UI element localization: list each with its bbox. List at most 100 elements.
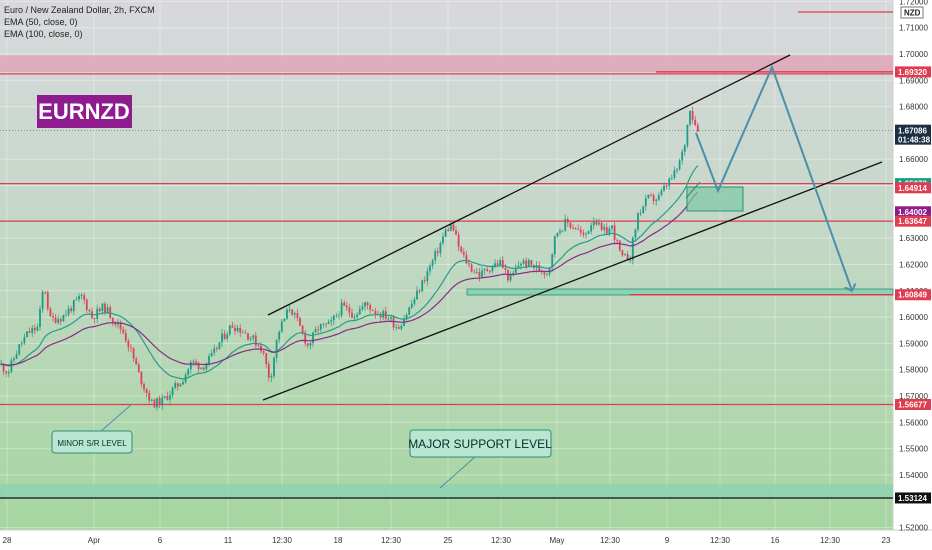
candle-body — [546, 273, 548, 275]
tag-lower-text: 1.60849 — [898, 291, 927, 300]
candle-body — [182, 382, 184, 385]
candle-body — [143, 384, 145, 390]
projection-path — [695, 64, 852, 291]
candle-body — [208, 356, 210, 364]
candle-body — [434, 251, 437, 261]
candle-body — [611, 225, 613, 229]
candle-body — [403, 319, 405, 326]
tag-currency-text: NZD — [904, 9, 921, 18]
candle-body — [330, 320, 333, 322]
legend-ema100[interactable]: EMA (100, close, 0) — [4, 29, 83, 39]
candle-body — [551, 254, 554, 268]
candle-body — [361, 306, 364, 310]
candle-body — [122, 329, 125, 333]
candle-body — [696, 125, 699, 132]
candle-body — [556, 232, 559, 237]
candle-body — [663, 185, 665, 191]
candle-body — [80, 295, 83, 296]
candle-body — [478, 272, 481, 277]
time-tick-label: 16 — [771, 536, 780, 545]
time-tick-label: 12:30 — [272, 536, 293, 545]
candle-body — [447, 229, 450, 231]
price-tick-label: 1.68000 — [899, 103, 928, 112]
candle-body — [67, 308, 70, 315]
candle-body — [104, 303, 106, 313]
candle-body — [553, 236, 556, 255]
candle-body — [28, 331, 31, 333]
candle-body — [189, 361, 192, 370]
candle-body — [678, 160, 681, 170]
candle-body — [366, 302, 369, 306]
candle-body — [400, 325, 403, 329]
candle-body — [548, 267, 551, 274]
time-tick-label: May — [549, 536, 564, 545]
tag-mid-magenta-text: 1.64002 — [898, 208, 927, 217]
candle-body — [130, 347, 132, 349]
major-support-zone — [0, 484, 893, 499]
candle-body — [351, 312, 353, 318]
candle-body — [429, 265, 431, 272]
symbol-badge-text: EURNZD — [38, 99, 130, 124]
candle-body — [213, 348, 216, 353]
time-tick-label: 28 — [3, 536, 12, 545]
candle-body — [572, 227, 574, 229]
retest-zone-connector — [685, 181, 701, 199]
candle-body — [148, 392, 151, 401]
time-tick-label: 25 — [444, 536, 453, 545]
candle-body — [694, 119, 697, 126]
candle-body — [561, 230, 564, 232]
candle-body — [465, 254, 468, 264]
candle-body — [587, 231, 590, 234]
candle-body — [161, 397, 164, 406]
candle-body — [301, 325, 304, 333]
candle-body — [312, 332, 314, 344]
candle-body — [283, 318, 286, 322]
major-callout-box — [409, 429, 552, 458]
tag-upper-pink-bg — [895, 182, 931, 194]
candle-body — [527, 260, 530, 267]
horizontal-levels — [0, 11, 893, 499]
candle-body — [174, 383, 177, 388]
candle-body — [423, 280, 426, 282]
candle-body — [660, 190, 663, 195]
price-tick-label: 1.59000 — [899, 339, 928, 348]
candle-body — [392, 317, 395, 328]
tag-currency-bg — [900, 6, 924, 19]
candle-body — [210, 352, 213, 357]
candle-body — [686, 124, 689, 146]
candle-body — [13, 358, 15, 361]
price-tick-label: 1.62000 — [899, 260, 928, 269]
candle-body — [163, 396, 166, 398]
price-axis[interactable] — [893, 0, 932, 530]
candle-body — [332, 315, 335, 321]
candle-body — [111, 317, 114, 322]
candle-body — [262, 351, 265, 353]
legend-ema50[interactable]: EMA (50, close, 0) — [4, 17, 78, 27]
candle-body — [681, 151, 684, 161]
legend-symbol[interactable]: Euro / New Zealand Dollar, 2h, FXCM — [4, 5, 155, 15]
projection-arrow — [695, 64, 852, 291]
price-tick-label: 1.57000 — [899, 392, 928, 401]
candle-body — [582, 232, 585, 235]
tag-mid-text: 1.63647 — [898, 217, 927, 226]
candle-body — [215, 348, 218, 350]
candle-body — [408, 307, 411, 315]
candle-body — [46, 292, 49, 309]
price-tick-label: 1.70000 — [899, 50, 928, 59]
candle-body — [202, 367, 205, 370]
candle-body — [291, 309, 294, 315]
candle-body — [325, 323, 327, 325]
candle-body — [657, 194, 660, 200]
candle-body — [543, 272, 546, 275]
time-tick-label: 12:30 — [710, 536, 731, 545]
candle-body — [647, 194, 650, 199]
time-tick-label: 11 — [224, 536, 233, 545]
zones — [0, 55, 894, 499]
candle-body — [650, 194, 652, 196]
candle-body — [449, 224, 452, 231]
minor-callout-pointer — [99, 403, 133, 433]
candle-body — [247, 333, 249, 340]
time-axis[interactable] — [0, 530, 932, 550]
